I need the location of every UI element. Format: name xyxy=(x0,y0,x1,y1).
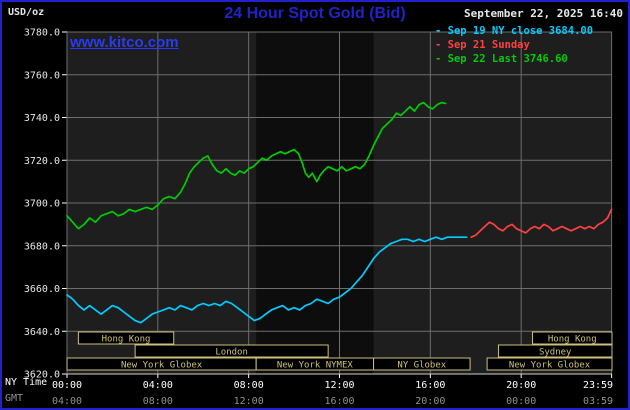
legend: - Sep 19 NY close 3684.00 - Sep 21 Sunday… xyxy=(435,24,623,66)
legend-item-1: - Sep 21 Sunday xyxy=(435,39,530,51)
legend-item-0: - Sep 19 NY close 3684.00 xyxy=(435,25,594,37)
x-tick-label-gmt: 16:00 xyxy=(324,396,354,407)
y-tick-label: 3720.0 xyxy=(24,156,60,167)
x-tick-label-nytime: 23:59 xyxy=(583,380,613,391)
session-label: New York NYMEX xyxy=(277,361,353,371)
y-tick-label: 3660.0 xyxy=(24,284,60,295)
x-tick-label-nytime: 00:00 xyxy=(52,380,82,391)
y-tick-label: 3780.0 xyxy=(24,28,60,39)
x-tick-label-gmt: 04:00 xyxy=(52,396,82,407)
session-box xyxy=(532,331,613,345)
x-tick-label-gmt: 12:00 xyxy=(234,396,264,407)
x-tick-label-gmt: 00:00 xyxy=(506,396,536,407)
y-tick-label: 3700.0 xyxy=(24,199,60,210)
x-tick-label-nytime: 20:00 xyxy=(506,380,536,391)
session-box xyxy=(373,357,471,371)
x-tick-label-gmt: 08:00 xyxy=(143,396,173,407)
session-label: Hong Kong xyxy=(102,335,151,345)
price-series-sep19 xyxy=(66,236,468,324)
y-tick-label: 3640.0 xyxy=(24,327,60,338)
session-label: New York Globex xyxy=(509,361,591,371)
session-box xyxy=(486,357,613,371)
legend-item-2: - Sep 22 Last 3746.60 xyxy=(435,53,568,65)
session-label: Hong Kong xyxy=(548,335,597,345)
price-series-sep21 xyxy=(470,208,613,239)
x-axis-gmt-label: GMT xyxy=(5,393,24,404)
page-title: 24 Hour Spot Gold (Bid) xyxy=(224,5,406,22)
timestamp: September 22, 2025 16:40 xyxy=(464,7,623,20)
session-box xyxy=(134,344,329,358)
x-tick-label-nytime: 12:00 xyxy=(324,380,354,391)
y-tick-label: 3680.0 xyxy=(24,241,60,252)
session-label: NY Globex xyxy=(397,361,446,371)
price-series-sep22 xyxy=(66,101,447,230)
session-label: New York Globex xyxy=(121,361,203,371)
session-box xyxy=(77,331,175,345)
y-axis-unit-label: USD/oz xyxy=(8,7,45,18)
session-box xyxy=(497,344,613,358)
x-tick-label-nytime: 16:00 xyxy=(415,380,445,391)
x-tick-label-gmt: 03:59 xyxy=(583,396,613,407)
x-tick-label-nytime: 04:00 xyxy=(143,380,173,391)
y-tick-label: 3760.0 xyxy=(24,70,60,81)
x-tick-label-gmt: 20:00 xyxy=(415,396,445,407)
session-label: London xyxy=(215,348,248,358)
y-tick-label: 3620.0 xyxy=(24,370,60,381)
x-tick-label-nytime: 08:00 xyxy=(234,380,264,391)
x-axis-ny-time-label: NY Time xyxy=(5,377,48,388)
kitco-link[interactable]: www.kitco.com xyxy=(70,34,179,51)
session-label: Sydney xyxy=(539,348,572,358)
y-tick-label: 3740.0 xyxy=(24,113,60,124)
